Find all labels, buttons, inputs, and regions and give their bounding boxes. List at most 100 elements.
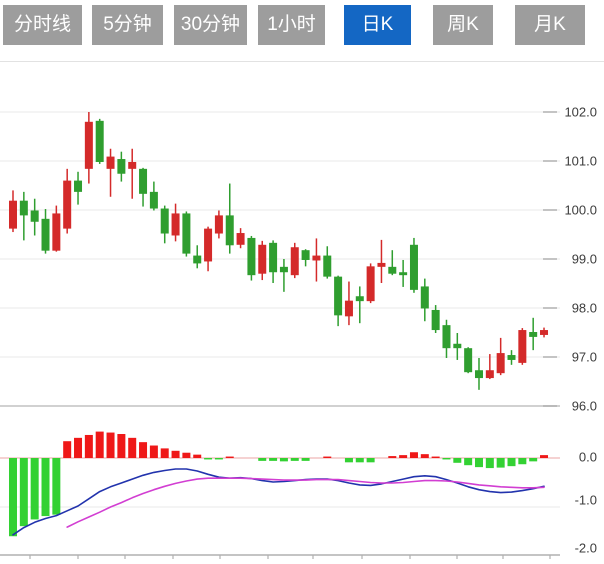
candle-body (139, 168, 148, 194)
candle-body (52, 213, 61, 251)
macd-histogram-bar (30, 458, 39, 520)
macd-axis-label: -2.0 (575, 541, 597, 556)
macd-histogram-bar (464, 458, 473, 466)
candle-body (214, 215, 223, 234)
y-axis-label: 97.0 (572, 350, 597, 365)
macd-axis-label: 0.0 (579, 450, 597, 465)
candle-body (279, 266, 288, 273)
candle-body (236, 233, 245, 245)
macd-histogram-bar (214, 458, 223, 460)
candle-body (507, 355, 516, 360)
macd-histogram-bar (52, 458, 61, 515)
candle-body (258, 244, 267, 274)
candle-body (117, 159, 126, 174)
candle-body (149, 191, 158, 209)
macd-histogram-bar (355, 458, 364, 463)
candle-body (290, 247, 299, 276)
candle-body (269, 242, 278, 273)
candle-body (409, 244, 418, 290)
candle-body (9, 200, 17, 229)
candle-body (355, 296, 364, 302)
candle-body (84, 121, 93, 169)
macd-dif-line (12, 468, 545, 536)
candle-body (366, 266, 375, 302)
candle-body (377, 262, 386, 267)
macd-histogram-bar (84, 434, 93, 458)
macd-histogram-bar (106, 432, 115, 458)
tab-monthly-k[interactable]: 月K (515, 5, 585, 45)
macd-histogram-bar (63, 441, 72, 458)
macd-histogram-bar (323, 456, 332, 458)
candle-body (41, 218, 50, 251)
candle-body (171, 213, 180, 236)
candle-body (30, 210, 39, 222)
candle-body (431, 309, 440, 331)
macd-histogram-bar (453, 458, 462, 463)
candle-body (420, 286, 429, 309)
candle-body (464, 348, 473, 373)
candle-body (301, 250, 310, 260)
candle-body (193, 255, 202, 264)
macd-histogram-bar (496, 458, 505, 468)
macd-histogram-bar (507, 458, 516, 467)
candle-body (204, 228, 213, 262)
macd-histogram-bar (442, 458, 451, 460)
macd-histogram-bar (171, 450, 180, 458)
interval-tabbar: 分时线 5分钟 30分钟 1小时 日K 周K 月K (0, 5, 585, 45)
candle-body (344, 300, 353, 317)
macd-histogram-bar (420, 454, 429, 458)
candle-body (388, 266, 397, 274)
candle-body (485, 370, 494, 379)
candle-body (442, 325, 451, 349)
macd-histogram-bar (409, 452, 418, 458)
candle-body (182, 213, 191, 254)
macd-histogram-bar (290, 458, 299, 461)
macd-histogram-bar (117, 434, 126, 458)
macd-histogram-bar (366, 458, 375, 463)
macd-histogram-bar (139, 442, 148, 458)
y-axis-label: 100.0 (564, 203, 597, 218)
candle-body (225, 215, 234, 246)
y-axis-label: 96.0 (572, 399, 597, 414)
candle-body (95, 120, 104, 162)
tab-1hour[interactable]: 1小时 (258, 5, 325, 45)
candle-body (474, 370, 483, 379)
candle-body (496, 353, 505, 374)
kline-chart-area[interactable]: 102.0 101.0 100.0 99.0 98.0 97.0 96.0 0.0 -1.0 -2… (0, 61, 604, 559)
macd-histogram-bar (204, 458, 213, 460)
candle-body (74, 180, 83, 192)
candle-body (529, 332, 538, 337)
macd-histogram-bar (9, 458, 17, 537)
macd-histogram-bar (41, 458, 50, 517)
macd-histogram-bar (540, 455, 549, 458)
candle-body (106, 156, 115, 169)
tab-30min[interactable]: 30分钟 (174, 5, 247, 45)
macd-histogram-bar (182, 452, 191, 458)
candle-body (312, 255, 321, 261)
macd-histogram-bar (399, 455, 408, 458)
tab-weekly-k[interactable]: 周K (433, 5, 493, 45)
macd-histogram-bar (431, 456, 440, 458)
macd-histogram-bar (225, 456, 234, 458)
macd-histogram-bar (529, 458, 538, 462)
y-axis-label: 99.0 (572, 252, 597, 267)
macd-histogram-bar (269, 458, 278, 461)
candle-body (453, 343, 462, 349)
tab-5min[interactable]: 5分钟 (92, 5, 163, 45)
macd-histogram-bar (258, 458, 267, 461)
tab-time-line[interactable]: 分时线 (3, 5, 82, 45)
candle-body (63, 180, 72, 229)
macd-histogram-bar (149, 445, 158, 458)
candle-body (518, 330, 527, 363)
macd-histogram-bar (128, 437, 137, 458)
macd-histogram-bar (301, 458, 310, 461)
chart-canvas[interactable]: 102.0 101.0 100.0 99.0 98.0 97.0 96.0 0.0 -1.0 -2… (0, 61, 604, 559)
macd-axis-label: -1.0 (575, 493, 597, 508)
macd-histogram-bar (193, 454, 202, 458)
y-axis-label: 98.0 (572, 301, 597, 316)
tab-daily-k[interactable]: 日K (344, 5, 411, 45)
candle-body (160, 208, 169, 234)
candle-body (540, 330, 549, 335)
macd-histogram-bar (388, 456, 397, 458)
candle-body (19, 200, 28, 216)
